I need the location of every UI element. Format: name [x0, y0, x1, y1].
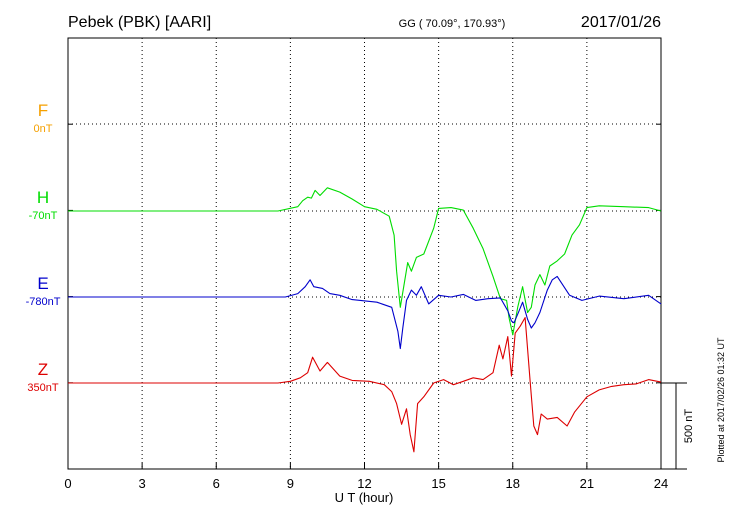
x-tick-label-24: 24: [654, 476, 668, 491]
baseline-label-Z: 350nT: [27, 382, 58, 394]
geo-coordinates: GG ( 70.09°, 170.93°): [399, 18, 506, 30]
scale-bar: 500 nT: [661, 382, 695, 470]
baseline-label-E: -780nT: [26, 296, 61, 308]
date-label: 2017/01/26: [581, 14, 661, 31]
station-title: Pebek (PBK) [AARI]: [68, 14, 211, 31]
baseline-label-F: 0nT: [34, 123, 53, 135]
series-line-H: [68, 187, 662, 336]
x-tick-label-0: 0: [64, 476, 71, 491]
scale-bar-label: 500 nT: [683, 409, 695, 444]
x-tick-label-18: 18: [506, 476, 520, 491]
x-axis-title: U T (hour): [335, 490, 394, 505]
plotted-timestamp: Plotted at 2017/02/26 01:32 UT: [716, 337, 726, 463]
x-axis: 0 3 6 9 12 15 18 21 24: [64, 463, 668, 491]
series-labels: F 0nT H -70nT E -780nT Z 350nT: [26, 101, 61, 394]
series-line-Z: [68, 317, 662, 453]
baseline-label-H: -70nT: [29, 210, 58, 222]
x-tick-label-15: 15: [431, 476, 445, 491]
series-name-F: F: [38, 101, 48, 120]
x-tick-label-12: 12: [357, 476, 371, 491]
series-name-E: E: [37, 274, 48, 293]
data-series: [68, 187, 662, 453]
x-tick-label-3: 3: [139, 476, 146, 491]
grid-lines: [68, 38, 661, 469]
series-name-Z: Z: [38, 360, 48, 379]
series-line-E: [68, 275, 662, 350]
x-tick-label-21: 21: [580, 476, 594, 491]
x-tick-label-9: 9: [287, 476, 294, 491]
x-tick-label-6: 6: [213, 476, 220, 491]
series-name-H: H: [37, 188, 49, 207]
